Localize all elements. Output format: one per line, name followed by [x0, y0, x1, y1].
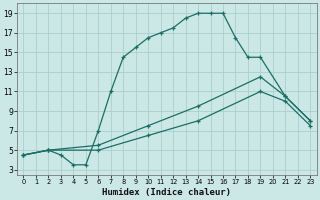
- X-axis label: Humidex (Indice chaleur): Humidex (Indice chaleur): [102, 188, 231, 197]
